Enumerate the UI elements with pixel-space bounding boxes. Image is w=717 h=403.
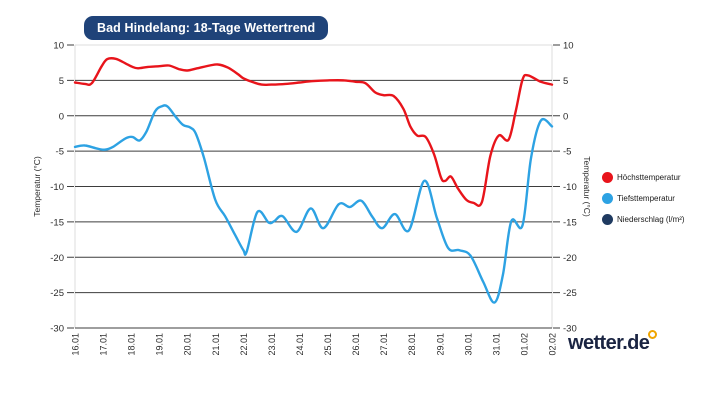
- x-axis-label: 30.01: [463, 333, 473, 356]
- y-axis-label-left: -25: [50, 288, 64, 299]
- x-axis-label: 29.01: [435, 333, 445, 356]
- x-axis-label: 23.01: [267, 333, 277, 356]
- y-axis-label-right: -20: [563, 253, 577, 264]
- legend-item-label: Tiefsttemperatur: [617, 194, 675, 203]
- max-temp-dot-icon: [602, 172, 613, 183]
- y-axis-label-right: -10: [563, 182, 577, 193]
- axis-layer: 10 10 5 5 0 0 -5 -5 -10 -10 -15 -15 -20 -20 -25 -25 -30 -…: [32, 41, 592, 356]
- y-axis-label-left: -5: [56, 147, 64, 158]
- x-axis-label: 26.01: [351, 333, 361, 356]
- y-axis-title-left: Temperatur (°C): [32, 156, 42, 217]
- y-axis-label-right: -25: [563, 288, 577, 299]
- logo-text: wetter.de: [568, 332, 650, 354]
- x-axis-label: 25.01: [323, 333, 333, 356]
- y-axis-label-right: -30: [563, 324, 577, 335]
- y-axis-label-left: -15: [50, 217, 64, 228]
- x-axis-label: 19.01: [155, 333, 165, 356]
- grid-layer: [74, 44, 553, 329]
- x-axis-label: 02.02: [548, 333, 558, 356]
- y-axis-title-right: Temperatur (°C): [582, 156, 592, 217]
- x-axis-label: 31.01: [491, 333, 501, 356]
- x-axis-label: 28.01: [407, 333, 417, 356]
- legend-item-hoechsttemperatur[interactable]: Höchsttemperatur: [602, 172, 685, 183]
- y-axis-label-right: -15: [563, 217, 577, 228]
- y-axis-label-left: 0: [59, 111, 64, 122]
- x-axis-label: 16.01: [71, 333, 81, 356]
- y-axis-label-right: -5: [563, 147, 571, 158]
- x-axis-label: 22.01: [239, 333, 249, 356]
- y-axis-label-left: -30: [50, 324, 64, 335]
- x-axis-label: 17.01: [99, 333, 109, 356]
- min-temp-dot-icon: [602, 193, 613, 204]
- legend-item-label: Niederschlag (l/m²): [617, 215, 685, 224]
- series-layer: [73, 57, 554, 304]
- x-axis-label: 24.01: [295, 333, 305, 356]
- y-axis-label-left: 5: [59, 76, 64, 87]
- series-line-tiefsttemperatur: [73, 104, 554, 304]
- y-axis-label-left: 10: [53, 41, 64, 52]
- legend-item-label: Höchsttemperatur: [617, 173, 681, 182]
- y-axis-label-right: 10: [563, 41, 574, 52]
- precipitation-dot-icon: [602, 214, 613, 225]
- chart-legend: Höchsttemperatur Tiefsttemperatur Nieder…: [602, 172, 685, 235]
- legend-item-niederschlag[interactable]: Niederschlag (l/m²): [602, 214, 685, 225]
- x-axis-label: 21.01: [211, 333, 221, 356]
- legend-item-tiefsttemperatur[interactable]: Tiefsttemperatur: [602, 193, 685, 204]
- x-axis-label: 20.01: [183, 333, 193, 356]
- x-axis-label: 27.01: [379, 333, 389, 356]
- x-axis-label: 18.01: [127, 333, 137, 356]
- series-line-hchsttemperatur: [73, 57, 554, 207]
- x-axis-label: 01.02: [519, 333, 529, 356]
- y-axis-label-left: -10: [50, 182, 64, 193]
- chart-title-badge: Bad Hindelang: 18-Tage Wettertrend: [84, 16, 329, 40]
- y-axis-label-right: 5: [563, 76, 568, 87]
- y-axis-label-right: 0: [563, 111, 568, 122]
- y-axis-label-left: -20: [50, 253, 64, 264]
- logo-dot-icon: [648, 330, 657, 339]
- wetter-de-logo[interactable]: wetter.de: [568, 330, 657, 355]
